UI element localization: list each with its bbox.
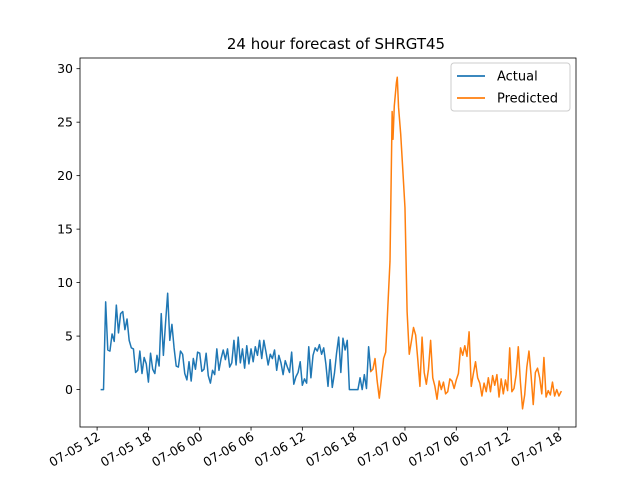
y-tick-label: 25 (57, 115, 73, 130)
series-line-actual (100, 292, 372, 391)
legend-label-actual: Actual (497, 70, 538, 85)
legend-label-predicted: Predicted (497, 92, 558, 107)
axes-frame (79, 57, 577, 428)
y-tick-label: 15 (57, 222, 73, 237)
y-tick-label: 5 (65, 329, 73, 344)
series-line-predicted (369, 76, 563, 410)
legend: Actual Predicted (450, 62, 571, 112)
y-tick-label: 10 (57, 275, 73, 290)
chart-title: 24 hour forecast of SHRGT45 (227, 35, 445, 53)
plot-area (100, 76, 563, 410)
y-tick-label: 0 (65, 382, 73, 397)
legend-box (450, 62, 571, 112)
y-tick-label: 20 (57, 168, 73, 183)
y-tick-label: 30 (57, 61, 73, 76)
